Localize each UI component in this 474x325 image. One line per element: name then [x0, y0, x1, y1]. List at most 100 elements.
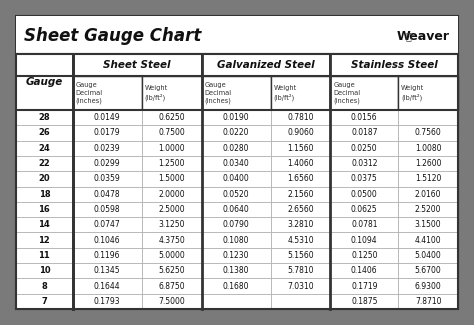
Bar — [271, 187, 330, 202]
Bar — [142, 76, 201, 110]
Text: 2.0000: 2.0000 — [158, 190, 185, 199]
Text: 2.6560: 2.6560 — [287, 205, 314, 214]
Bar — [16, 187, 73, 202]
Text: 0.1046: 0.1046 — [94, 236, 120, 245]
Bar — [73, 125, 142, 141]
Bar — [73, 294, 142, 309]
Bar — [271, 156, 330, 171]
Bar — [330, 232, 398, 248]
Text: Weight
(lb/ft²): Weight (lb/ft²) — [145, 85, 168, 101]
Bar — [16, 279, 73, 294]
Bar — [201, 217, 271, 232]
Bar — [142, 232, 201, 248]
Bar — [398, 217, 458, 232]
Bar — [201, 279, 271, 294]
Text: 0.0359: 0.0359 — [94, 175, 120, 183]
Text: 8: 8 — [42, 281, 47, 291]
Bar — [142, 217, 201, 232]
Text: 26: 26 — [38, 128, 50, 137]
Bar — [398, 156, 458, 171]
Text: Sheet Steel: Sheet Steel — [103, 60, 171, 70]
Text: 0.0400: 0.0400 — [223, 175, 249, 183]
Bar — [16, 110, 73, 125]
Text: 1.2500: 1.2500 — [158, 159, 185, 168]
Text: 0.0625: 0.0625 — [351, 205, 378, 214]
Bar — [201, 187, 271, 202]
Text: 7.8710: 7.8710 — [415, 297, 441, 306]
Bar — [398, 141, 458, 156]
Bar — [271, 263, 330, 279]
Text: 0.1406: 0.1406 — [351, 266, 378, 275]
Bar — [16, 171, 73, 187]
Text: 6.8750: 6.8750 — [158, 281, 185, 291]
Bar — [398, 76, 458, 110]
Bar — [73, 279, 142, 294]
Text: 14: 14 — [38, 220, 50, 229]
Text: 0.0250: 0.0250 — [351, 144, 378, 153]
Text: 0.1196: 0.1196 — [94, 251, 120, 260]
Bar — [398, 110, 458, 125]
Text: 0.0520: 0.0520 — [223, 190, 249, 199]
Bar — [398, 232, 458, 248]
Text: Weight
(lb/ft²): Weight (lb/ft²) — [273, 85, 297, 101]
Text: 1.0000: 1.0000 — [158, 144, 185, 153]
Text: 0.1719: 0.1719 — [351, 281, 378, 291]
Text: 16: 16 — [38, 205, 50, 214]
Bar — [330, 279, 398, 294]
Bar — [142, 248, 201, 263]
Bar — [16, 232, 73, 248]
Text: 0.7810: 0.7810 — [287, 113, 314, 122]
Text: Sheet Gauge Chart: Sheet Gauge Chart — [24, 27, 201, 45]
Text: 3.1250: 3.1250 — [158, 220, 185, 229]
Text: 0.0187: 0.0187 — [351, 128, 378, 137]
Text: 5.0400: 5.0400 — [415, 251, 441, 260]
Bar — [330, 76, 398, 110]
Bar — [271, 202, 330, 217]
Text: Gauge: Gauge — [26, 77, 63, 87]
Bar — [330, 125, 398, 141]
Bar — [201, 248, 271, 263]
Text: Gauge
Decimal
(inches): Gauge Decimal (inches) — [76, 82, 103, 104]
Bar — [16, 156, 73, 171]
Text: 0.1080: 0.1080 — [223, 236, 249, 245]
Text: 6.9300: 6.9300 — [415, 281, 441, 291]
Bar — [142, 263, 201, 279]
Bar — [201, 171, 271, 187]
Text: 4.4100: 4.4100 — [415, 236, 441, 245]
Bar — [271, 294, 330, 309]
Text: 0.0790: 0.0790 — [223, 220, 249, 229]
Text: 0.0156: 0.0156 — [351, 113, 378, 122]
Text: 0.0598: 0.0598 — [94, 205, 120, 214]
Text: 0.0640: 0.0640 — [223, 205, 249, 214]
Bar — [73, 187, 142, 202]
Bar — [271, 141, 330, 156]
Text: 2.5000: 2.5000 — [158, 205, 185, 214]
Text: 10: 10 — [38, 266, 50, 275]
Text: 0.0190: 0.0190 — [223, 113, 249, 122]
Bar — [398, 187, 458, 202]
Bar — [201, 232, 271, 248]
Text: 0.0280: 0.0280 — [223, 144, 249, 153]
Text: 7.5000: 7.5000 — [158, 297, 185, 306]
Text: Gauge
Decimal
(inches): Gauge Decimal (inches) — [205, 82, 232, 104]
Text: 0.9060: 0.9060 — [287, 128, 314, 137]
Bar — [142, 202, 201, 217]
Text: Galvanized Steel: Galvanized Steel — [217, 60, 315, 70]
Text: 1.5120: 1.5120 — [415, 175, 441, 183]
Bar — [142, 125, 201, 141]
Bar — [330, 248, 398, 263]
Text: 24: 24 — [38, 144, 50, 153]
Text: 28: 28 — [38, 113, 50, 122]
Bar — [142, 187, 201, 202]
Bar — [73, 76, 142, 110]
Text: 0.7560: 0.7560 — [415, 128, 441, 137]
Bar — [16, 248, 73, 263]
Bar — [271, 279, 330, 294]
Text: 0.0239: 0.0239 — [94, 144, 120, 153]
Bar — [201, 202, 271, 217]
Text: 0.1644: 0.1644 — [94, 281, 120, 291]
Bar — [142, 171, 201, 187]
Text: 1.2600: 1.2600 — [415, 159, 441, 168]
Text: 1.5000: 1.5000 — [158, 175, 185, 183]
Bar — [271, 217, 330, 232]
